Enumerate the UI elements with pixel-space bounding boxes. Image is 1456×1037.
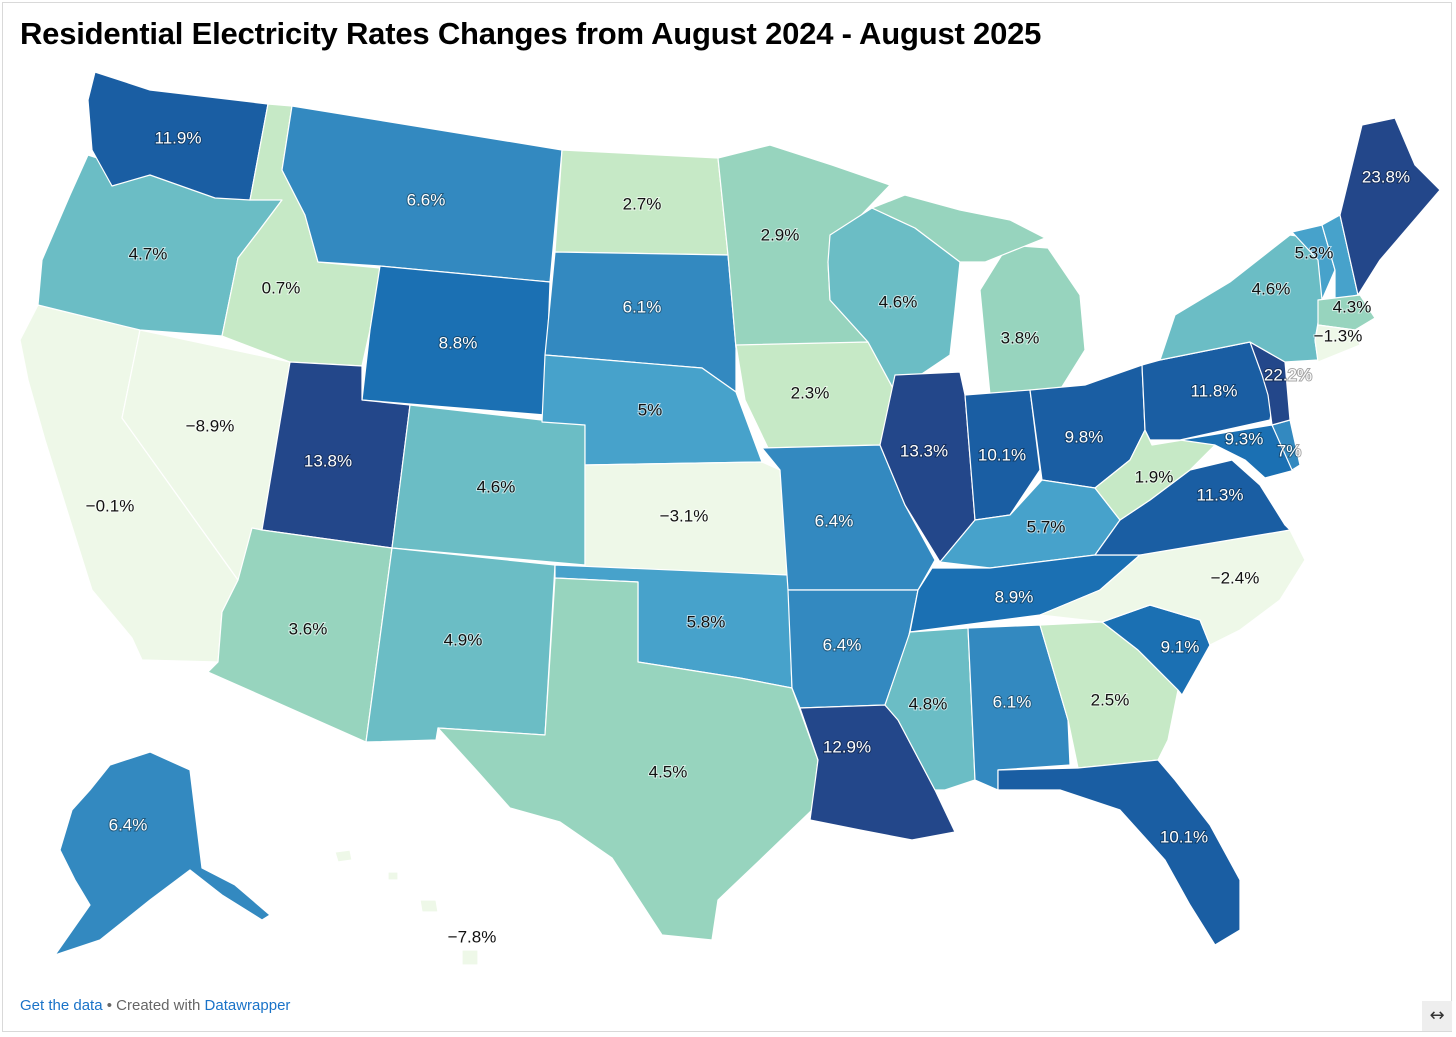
state-label-ca: −0.1% (86, 496, 135, 515)
state-label-sc: 9.1% (1161, 637, 1200, 656)
state-in[interactable] (964, 389, 1041, 521)
state-label-sd: 6.1% (623, 297, 662, 316)
state-label-ky: 5.7% (1027, 517, 1066, 536)
state-label-co: 4.6% (477, 477, 516, 496)
state-label-ia: 2.3% (791, 383, 830, 402)
state-label-nd: 2.7% (623, 194, 662, 213)
state-tx[interactable] (437, 577, 819, 941)
state-label-ar: 6.4% (823, 635, 862, 654)
state-label-tx: 4.5% (649, 762, 688, 781)
state-label-nv: −8.9% (186, 416, 235, 435)
state-label-de: 7% (1277, 441, 1302, 460)
state-vt[interactable] (1291, 224, 1336, 301)
state-label-ks: −3.1% (660, 506, 709, 525)
state-wa[interactable] (87, 71, 269, 201)
state-label-az: 3.6% (289, 619, 328, 638)
state-label-ny: 4.6% (1252, 279, 1291, 298)
state-label-mi: 3.8% (1001, 328, 1040, 347)
state-label-tn: 8.9% (995, 587, 1034, 606)
state-label-va: 11.3% (1197, 485, 1244, 504)
footer: Get the data • Created with Datawrapper (20, 997, 290, 1014)
state-ak[interactable] (54, 751, 271, 956)
state-ma[interactable] (1317, 294, 1376, 331)
state-label-il: 13.3% (900, 441, 948, 460)
state-shapes (19, 71, 1441, 966)
state-label-la: 12.9% (823, 737, 871, 756)
state-label-nj: 22.2% (1264, 365, 1312, 384)
state-label-pa: 11.8% (1191, 381, 1238, 400)
state-mi[interactable] (979, 244, 1086, 396)
state-label-hi: −7.8% (448, 927, 497, 946)
chart-title: Residential Electricity Rates Changes fr… (20, 16, 1042, 51)
state-label-ut: 13.8% (304, 451, 352, 470)
state-me[interactable] (1339, 117, 1441, 296)
state-label-wv: 1.9% (1135, 467, 1174, 486)
state-label-fl: 10.1% (1160, 827, 1208, 846)
get-data-link[interactable]: Get the data (20, 997, 103, 1014)
state-label-ms: 4.8% (909, 694, 948, 713)
state-hi-islands[interactable] (334, 849, 439, 913)
state-mi-upper[interactable] (871, 194, 1046, 263)
state-label-mo: 6.4% (815, 511, 854, 530)
state-label-wi: 4.6% (879, 292, 918, 311)
state-hi[interactable] (461, 949, 479, 966)
state-label-ne: 5% (638, 400, 663, 419)
datawrapper-link[interactable]: Datawrapper (204, 997, 291, 1014)
state-label-nc: −2.4% (1211, 568, 1260, 587)
state-label-id: 0.7% (262, 278, 301, 297)
state-label-ga: 2.5% (1091, 690, 1130, 709)
footer-separator: • Created with (102, 997, 205, 1014)
state-label-al: 6.1% (993, 692, 1032, 711)
state-label-mt: 6.6% (407, 190, 446, 209)
state-labels: 11.9% 4.7% −0.1% 0.7% −8.9% 6.6% 8.8% 13.8% 3.6%… (85, 127, 1411, 946)
state-label-wa: 11.9% (155, 128, 202, 147)
state-label-nm: 4.9% (444, 630, 483, 649)
state-label-wy: 8.8% (439, 333, 478, 352)
state-label-ma: 4.3% (1333, 297, 1372, 316)
state-label-me: 23.8% (1362, 167, 1410, 186)
state-label-or: 4.7% (129, 244, 168, 263)
state-wy[interactable] (361, 265, 551, 416)
state-fl[interactable] (997, 759, 1241, 946)
state-label-ct: −1.3% (1314, 326, 1363, 345)
state-label-oh: 9.8% (1065, 427, 1104, 446)
state-label-in: 10.1% (978, 445, 1026, 464)
state-label-ak: 6.4% (109, 815, 148, 834)
state-label-md: 9.3% (1225, 429, 1264, 448)
state-ct[interactable] (1314, 324, 1361, 363)
state-label-ok: 5.8% (687, 612, 726, 631)
state-label-vt: 5.3% (1295, 243, 1334, 262)
resize-icon[interactable]: ↔ (1422, 1001, 1452, 1031)
state-label-mn: 2.9% (761, 225, 800, 244)
